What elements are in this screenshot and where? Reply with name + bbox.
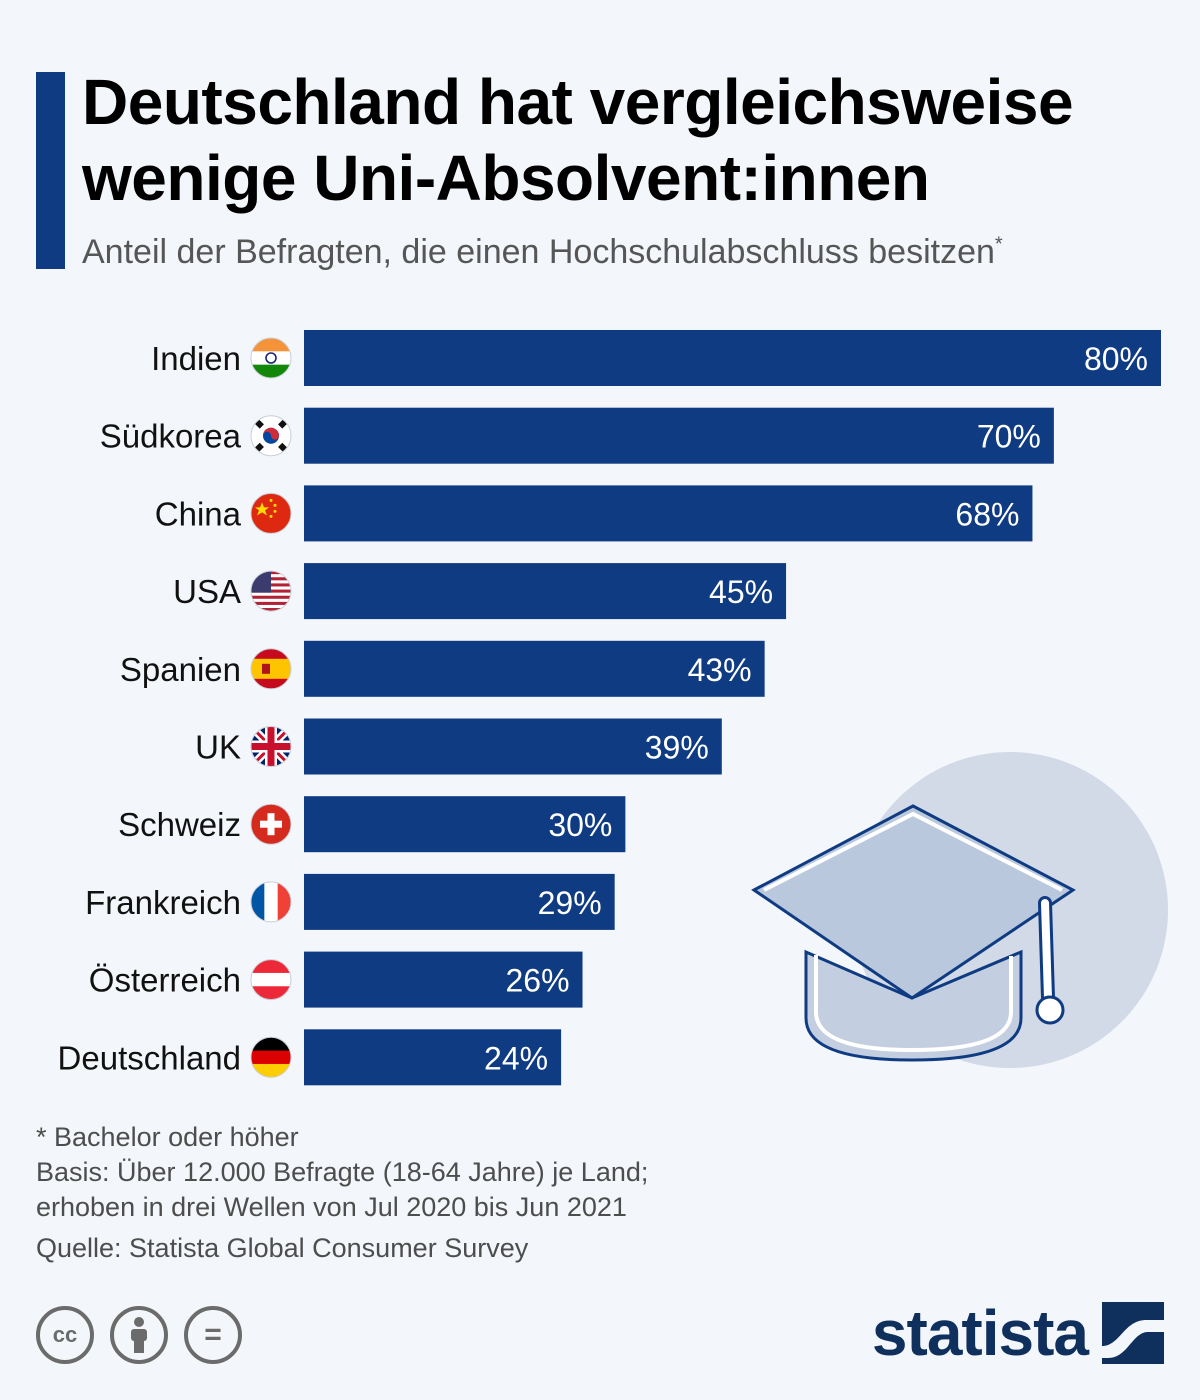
statista-mark-wave — [1102, 1320, 1164, 1358]
category-label-0: Indien — [151, 340, 241, 377]
nd-label: = — [204, 1318, 222, 1351]
bar-5 — [304, 718, 722, 775]
cap-tassel-end — [1035, 995, 1065, 1025]
bar-6 — [304, 796, 626, 853]
statista-mark-icon — [1102, 1302, 1164, 1364]
austria-flag-icon — [250, 959, 292, 1001]
chart-subtitle: Anteil der Befragten, die einen Hochschu… — [82, 233, 1003, 272]
subtitle-footnote-marker: * — [994, 233, 1003, 256]
value-label-3: 45% — [709, 574, 773, 610]
category-label-5: UK — [195, 729, 241, 766]
bar-2 — [304, 485, 1033, 542]
bar-9 — [304, 1029, 562, 1086]
value-label-6: 30% — [548, 807, 612, 843]
value-label-8: 26% — [505, 963, 569, 999]
usa-flag-icon — [250, 570, 292, 612]
footnote-basis-2: erhoben in drei Wellen von Jul 2020 bis … — [36, 1192, 627, 1222]
spain-flag-icon — [250, 648, 292, 690]
value-label-9: 24% — [484, 1040, 548, 1076]
title-accent-bar — [36, 72, 65, 269]
cap-board-highlight — [763, 811, 1063, 892]
attribution-icon[interactable] — [110, 1306, 168, 1364]
license-icons: cc = — [36, 1306, 242, 1364]
bar-chart: 80% Indien 70% Südkorea 68% China 45% USA 43% Spa… — [58, 330, 1168, 1086]
value-label-7: 29% — [538, 885, 602, 921]
value-label-1: 70% — [977, 419, 1041, 455]
india-flag-icon — [250, 337, 292, 379]
statista-wordmark: statista — [871, 1297, 1089, 1369]
cc-icon[interactable]: cc — [36, 1306, 94, 1364]
chart-title: Deutschland hat vergleichsweise wenige U… — [82, 64, 1182, 216]
value-label-0: 80% — [1084, 341, 1148, 377]
france-flag-icon — [250, 881, 292, 923]
switzerland-flag-icon — [250, 803, 292, 845]
person-icon — [131, 1317, 147, 1353]
cap-base-highlight — [814, 955, 1013, 1053]
cc-label: cc — [52, 1322, 78, 1347]
subtitle-text: Anteil der Befragten, die einen Hochschu… — [82, 233, 995, 271]
bar-8 — [304, 951, 583, 1008]
category-label-3: USA — [173, 573, 241, 610]
cap-tassel-cord-inner — [1041, 899, 1052, 1002]
cap-base — [804, 949, 1023, 1062]
category-label-4: Spanien — [120, 651, 241, 688]
title-line-2: wenige Uni-Absolvent:innen — [82, 142, 930, 214]
graduation-cap-icon — [751, 752, 1168, 1068]
south-korea-flag-icon — [250, 415, 292, 457]
bar-4 — [304, 640, 765, 697]
uk-flag-icon — [250, 726, 292, 767]
footnote-basis-1: Basis: Über 12.000 Befragte (18-64 Jahre… — [36, 1157, 649, 1187]
bar-0 — [304, 330, 1161, 386]
statista-logo[interactable]: statista — [872, 1296, 1164, 1370]
value-label-5: 39% — [645, 730, 709, 766]
category-label-9: Deutschland — [58, 1039, 241, 1076]
category-label-6: Schweiz — [118, 806, 241, 843]
bar-1 — [304, 407, 1054, 464]
no-derivatives-icon[interactable]: = — [184, 1306, 242, 1364]
category-label-2: China — [155, 495, 242, 532]
bar-7 — [304, 873, 615, 930]
category-label-7: Frankreich — [85, 884, 241, 921]
footnote-source: Quelle: Statista Global Consumer Survey — [36, 1233, 529, 1263]
germany-flag-icon — [250, 1036, 292, 1078]
category-label-1: Südkorea — [100, 418, 242, 455]
category-label-8: Österreich — [89, 962, 241, 999]
footnotes: * Bachelor oder höher Basis: Über 12.000… — [36, 1120, 648, 1266]
value-label-2: 68% — [955, 496, 1019, 532]
bar-3 — [304, 563, 787, 620]
value-label-4: 43% — [688, 652, 752, 688]
china-flag-icon — [250, 492, 292, 534]
footnote-note: * Bachelor oder höher — [36, 1122, 299, 1152]
title-line-1: Deutschland hat vergleichsweise — [82, 66, 1074, 138]
